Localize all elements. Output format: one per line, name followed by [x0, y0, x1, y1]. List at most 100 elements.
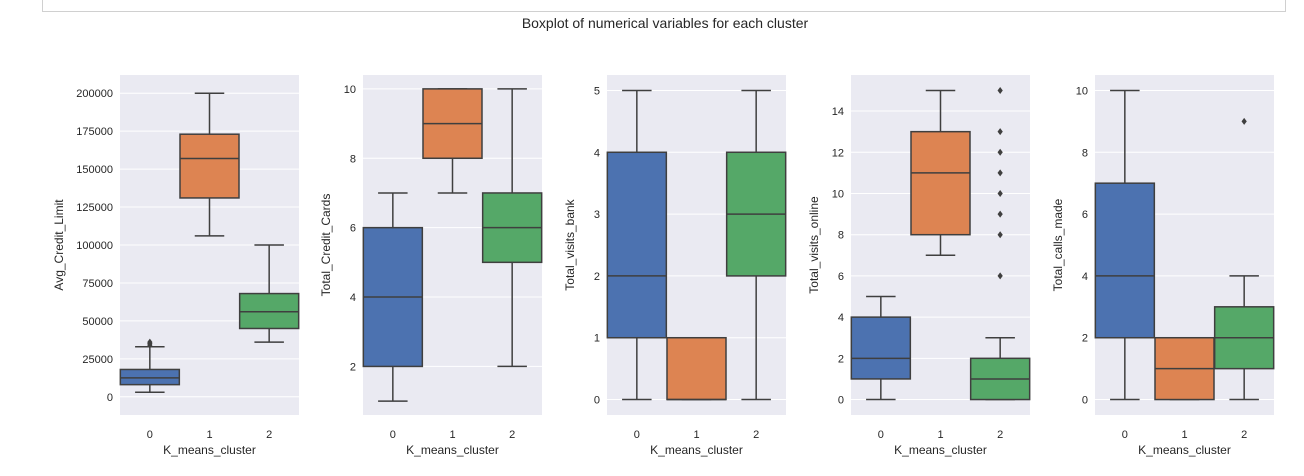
- outlier-point: [997, 189, 1003, 197]
- cluster-1-box: [910, 89, 971, 257]
- cluster-1-box: [179, 92, 240, 237]
- boxplot-panel-2: 2 4 6 8 10 0 1 2 K_means_cluster Total_Credit_Car…: [319, 75, 543, 457]
- outlier-point: [997, 86, 1003, 94]
- y-tick-label: 4: [594, 147, 600, 159]
- y-tick-label: 14: [832, 106, 844, 118]
- boxplot-panel-3: 0 1 2 3 4 5 0 1 2 K_means_cluster Total_visits_ban…: [563, 75, 787, 457]
- boxplot-panel-5: 0 2 4 6 8 10 0 1 2 K_means_cluster Total_calls_mad…: [1051, 75, 1275, 457]
- outlier-point: [997, 210, 1003, 218]
- y-tick-label: 5: [594, 85, 600, 97]
- figure-title: Boxplot of numerical variables for each …: [521, 15, 809, 31]
- outlier-point: [997, 148, 1003, 156]
- outlier-point: [997, 231, 1003, 239]
- y-tick-label: 0: [107, 392, 113, 404]
- y-tick-label: 6: [350, 223, 356, 235]
- x-tick-label: 1: [693, 429, 699, 441]
- cluster-0-box: [119, 338, 181, 393]
- outlier-point: [147, 338, 153, 346]
- cluster-2-box: [969, 86, 1031, 401]
- y-tick-label: 25000: [82, 354, 113, 366]
- x-tick-label: 2: [266, 429, 272, 441]
- x-tick-label: 1: [449, 429, 455, 441]
- iqr-box: [179, 133, 240, 199]
- y-tick-label: 175000: [76, 126, 113, 138]
- y-tick-label: 100000: [76, 240, 113, 252]
- x-tick-label: 2: [753, 429, 759, 441]
- cluster-2-box: [481, 88, 543, 368]
- y-tick-label: 3: [594, 209, 600, 221]
- cluster-2-box: [238, 244, 300, 343]
- y-tick-label: 4: [350, 292, 356, 304]
- x-axis-label: K_means_cluster: [894, 443, 987, 457]
- x-axis-label: K_means_cluster: [1138, 443, 1231, 457]
- iqr-box: [119, 368, 181, 386]
- y-tick-label: 10: [344, 84, 356, 96]
- x-tick-label: 0: [147, 429, 153, 441]
- cluster-0-box: [362, 192, 424, 402]
- outlier-point: [997, 169, 1003, 177]
- iqr-box: [666, 336, 727, 401]
- y-tick-label: 0: [594, 395, 600, 407]
- iqr-box: [238, 292, 300, 330]
- y-axis-label: Total_calls_made: [1051, 198, 1065, 291]
- x-axis-label: K_means_cluster: [650, 443, 743, 457]
- cluster-2-box: [725, 89, 787, 401]
- cluster-0-box: [1094, 89, 1156, 401]
- x-tick-label: 2: [509, 429, 515, 441]
- x-tick-label: 1: [1181, 429, 1187, 441]
- iqr-box: [910, 130, 971, 236]
- y-axis-label: Total_visits_bank: [563, 198, 577, 290]
- x-tick-label: 2: [1241, 429, 1247, 441]
- outlier-point: [1241, 117, 1247, 125]
- y-tick-label: 12: [832, 147, 844, 159]
- y-axis-label: Total_visits_online: [807, 196, 821, 294]
- y-tick-label: 8: [1082, 147, 1088, 159]
- y-tick-label: 200000: [76, 88, 113, 100]
- x-axis-label: K_means_cluster: [163, 443, 256, 457]
- x-tick-label: 0: [390, 429, 396, 441]
- iqr-box: [606, 151, 668, 339]
- y-tick-label: 150000: [76, 164, 113, 176]
- y-tick-label: 0: [838, 395, 844, 407]
- y-tick-label: 2: [1082, 333, 1088, 345]
- x-tick-label: 1: [937, 429, 943, 441]
- y-tick-label: 10: [1076, 85, 1088, 97]
- y-tick-label: 8: [350, 153, 356, 165]
- y-tick-label: 10: [832, 188, 844, 200]
- y-tick-label: 2: [350, 361, 356, 373]
- y-tick-label: 50000: [82, 316, 113, 328]
- cluster-1-box: [1154, 336, 1215, 401]
- outlier-point: [997, 272, 1003, 280]
- y-tick-label: 8: [838, 230, 844, 242]
- y-tick-label: 125000: [76, 202, 113, 214]
- y-axis-label: Total_Credit_Cards: [319, 194, 333, 297]
- y-axis-label: Avg_Credit_Limit: [52, 199, 66, 291]
- y-tick-label: 0: [1082, 395, 1088, 407]
- y-tick-label: 2: [594, 271, 600, 283]
- y-tick-label: 1: [594, 333, 600, 345]
- x-tick-label: 0: [1122, 429, 1128, 441]
- y-tick-label: 4: [838, 312, 844, 324]
- y-tick-label: 6: [1082, 209, 1088, 221]
- y-tick-label: 75000: [82, 278, 113, 290]
- y-tick-label: 2: [838, 353, 844, 365]
- outlier-point: [997, 128, 1003, 136]
- cluster-0-box: [850, 295, 912, 401]
- y-tick-label: 6: [838, 271, 844, 283]
- x-tick-label: 2: [997, 429, 1003, 441]
- boxplot-panel-1: 0 25000 50000 75000 100000 125000 150000 175000…: [52, 75, 300, 457]
- y-tick-label: 4: [1082, 271, 1088, 283]
- cluster-0-box: [606, 89, 668, 401]
- x-tick-label: 0: [878, 429, 884, 441]
- output-cell-frame: [42, 0, 1286, 12]
- cluster-2-box: [1213, 117, 1275, 401]
- x-axis-label: K_means_cluster: [406, 443, 499, 457]
- iqr-box: [1094, 182, 1156, 339]
- x-tick-label: 1: [206, 429, 212, 441]
- cluster-1-box: [666, 336, 727, 401]
- iqr-box: [850, 316, 912, 380]
- cluster-1-box: [422, 88, 483, 194]
- x-tick-label: 0: [634, 429, 640, 441]
